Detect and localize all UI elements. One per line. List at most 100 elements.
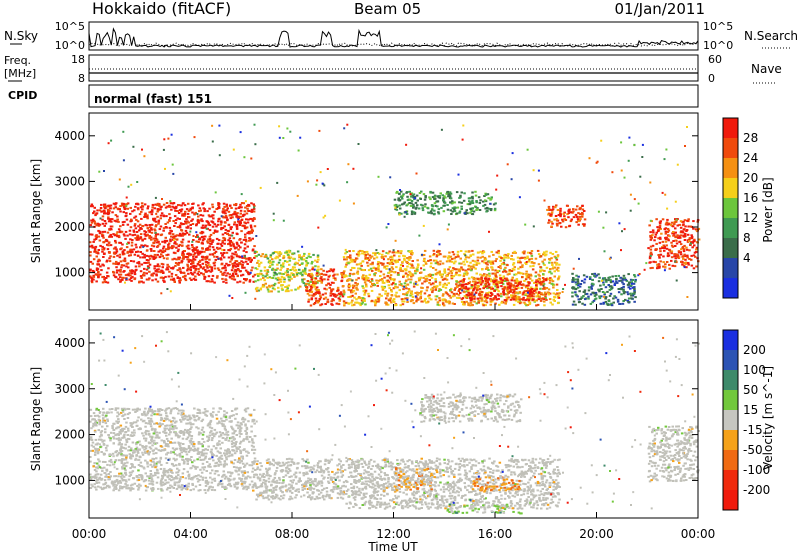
scatter-cell <box>227 264 230 266</box>
scatter-cell <box>579 218 582 220</box>
scatter-cell <box>97 271 100 273</box>
scatter-cell <box>248 210 251 212</box>
scatter-cell <box>174 215 177 217</box>
scatter-cell <box>170 236 173 238</box>
scatter-cell <box>93 251 96 253</box>
scatter-cell <box>488 275 491 277</box>
scatter-cell <box>480 278 483 280</box>
scatter-cell <box>553 292 556 294</box>
scatter-cell <box>205 248 208 250</box>
scatter-cell <box>416 266 419 268</box>
scatter-cell <box>339 293 342 295</box>
scatter-cell <box>686 220 689 222</box>
scatter-cell <box>429 198 432 200</box>
scatter-cell <box>653 239 656 241</box>
scatter-cell <box>440 207 443 209</box>
scatter-cell <box>142 282 145 284</box>
scatter-cell <box>332 288 335 290</box>
scatter-cell <box>277 287 280 289</box>
scatter-cell <box>331 282 334 284</box>
scatter-cell <box>525 271 528 273</box>
scatter-cell <box>324 303 327 305</box>
scatter-cell <box>97 264 100 266</box>
scatter-cell <box>557 277 560 279</box>
scatter-cell <box>680 248 683 250</box>
scatter-cell <box>462 261 465 263</box>
scatter-cell <box>572 208 575 210</box>
scatter-cell <box>535 258 538 260</box>
scatter-cell <box>100 211 103 213</box>
scatter-cell <box>441 129 443 131</box>
scatter-cell <box>435 269 438 271</box>
scatter-cell <box>365 290 368 292</box>
scatter-cell <box>108 473 111 475</box>
scatter-cell <box>278 255 281 257</box>
power-ylabel: Slant Range [km] <box>29 159 43 263</box>
scatter-cell <box>254 298 256 300</box>
scatter-cell <box>98 171 100 173</box>
scatter-cell <box>544 295 547 297</box>
scatter-cell <box>110 228 113 230</box>
scatter-cell <box>213 232 216 234</box>
scatter-cell <box>237 255 240 257</box>
scatter-cell <box>504 270 507 272</box>
y-tick-label: 1000 <box>54 266 85 280</box>
scatter-cell <box>443 304 446 306</box>
scatter-cell <box>311 268 314 270</box>
scatter-cell <box>145 262 148 264</box>
scatter-cell <box>252 249 255 251</box>
scatter-cell <box>245 261 248 263</box>
scatter-cell <box>416 269 419 271</box>
scatter-cell <box>542 297 545 299</box>
scatter-cell <box>322 270 325 272</box>
scatter-cell <box>330 295 333 297</box>
scatter-cell <box>628 137 630 139</box>
scatter-cell <box>361 261 364 263</box>
scatter-cell <box>156 254 159 256</box>
scatter-cell <box>543 285 545 287</box>
scatter-cell <box>93 276 96 278</box>
scatter-cell <box>130 252 133 254</box>
scatter-cell <box>382 287 385 289</box>
scatter-cell <box>270 290 273 292</box>
scatter-cell <box>244 243 247 245</box>
scatter-cell <box>216 230 219 232</box>
scatter-cell <box>459 211 462 213</box>
scatter-cell <box>527 299 530 301</box>
scatter-cell <box>148 271 151 273</box>
scatter-cell <box>206 210 209 212</box>
scatter-cell <box>659 222 662 224</box>
scatter-cell <box>138 229 141 231</box>
scatter-cell <box>502 291 504 293</box>
scatter-cell <box>262 277 265 279</box>
scatter-cell <box>553 296 556 298</box>
scatter-cell <box>420 296 423 298</box>
scatter-cell <box>423 193 426 195</box>
scatter-cell <box>650 255 652 257</box>
scatter-cell <box>350 269 353 271</box>
scatter-cell <box>471 304 474 306</box>
scatter-cell <box>555 215 558 217</box>
scatter-cell <box>185 223 188 225</box>
scatter-cell <box>202 268 205 270</box>
scatter-cell <box>439 260 442 262</box>
scatter-cell <box>91 204 94 206</box>
scatter-cell <box>441 273 444 275</box>
scatter-cell <box>416 204 419 206</box>
scatter-cell <box>423 269 426 271</box>
scatter-cell <box>513 262 516 264</box>
scatter-cell <box>262 286 265 288</box>
scatter-cell <box>202 225 205 227</box>
scatter-cell <box>208 208 211 210</box>
scatter-cell <box>590 293 593 295</box>
scatter-cell <box>575 288 578 290</box>
scatter-cell <box>357 268 360 270</box>
scatter-cell <box>457 297 460 299</box>
scatter-cell <box>165 227 168 229</box>
scatter-cell <box>400 269 403 271</box>
scatter-cell <box>477 252 480 254</box>
scatter-cell <box>336 274 339 276</box>
scatter-cell <box>442 199 445 201</box>
scatter-cell <box>380 262 383 264</box>
scatter-cell <box>450 270 453 272</box>
